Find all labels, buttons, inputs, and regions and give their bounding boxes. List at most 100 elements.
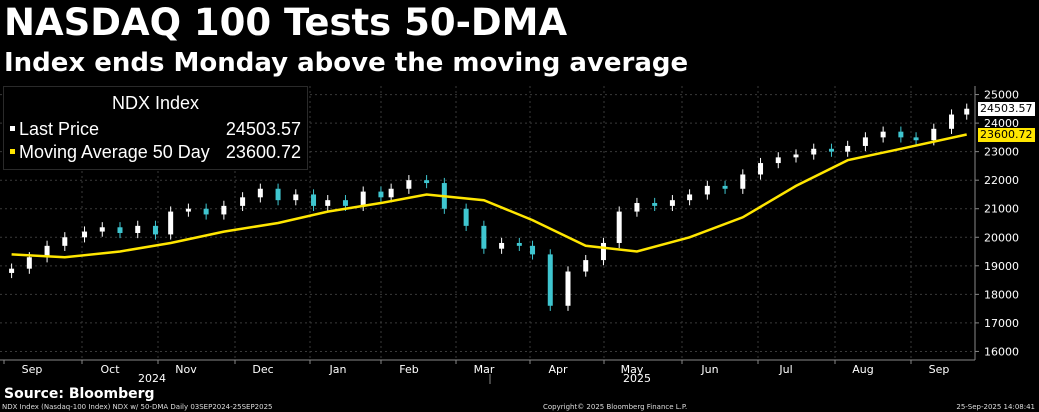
price-candle	[793, 154, 799, 158]
x-tick-label: Sep	[22, 363, 43, 376]
axis-layer: 16000 17000 18000 19000 20000 21000 22000 23000…	[0, 86, 1019, 385]
price-candle	[845, 145, 851, 152]
x-tick-label: Aug	[852, 363, 873, 376]
x-tick-label: Oct	[100, 363, 120, 376]
price-candle	[775, 157, 781, 164]
y-tick-label: 17000	[984, 317, 1019, 330]
price-candle	[600, 242, 606, 261]
year-label: 2024	[138, 372, 166, 385]
x-tick-label: Mar	[474, 363, 495, 376]
price-candle	[811, 148, 817, 155]
price-candle	[360, 191, 366, 206]
price-candle	[669, 200, 675, 206]
y-tick-label: 24000	[984, 117, 1019, 130]
year-label: 2025	[623, 372, 651, 385]
price-candle	[311, 194, 317, 206]
moving-average-tag: 23600.72	[978, 127, 1035, 142]
price-candle	[257, 188, 263, 198]
price-candle	[9, 268, 15, 273]
moving-average-layer	[11, 133, 967, 259]
y-tick-label: 22000	[984, 174, 1019, 187]
x-tick-label: Nov	[175, 363, 197, 376]
price-candle	[913, 137, 919, 141]
price-candle	[499, 242, 505, 249]
legend-value-last-price: 24503.57	[225, 119, 301, 139]
price-candle	[828, 148, 834, 152]
legend-title: NDX Index	[111, 93, 200, 113]
price-candle	[565, 271, 571, 306]
price-candle	[342, 200, 348, 206]
price-candle	[152, 225, 158, 235]
price-candle	[26, 257, 32, 269]
last-price-tag: 24503.57	[978, 101, 1035, 116]
price-candle	[44, 245, 50, 258]
price-candle	[931, 128, 937, 141]
legend-swatch-ma	[10, 149, 15, 155]
price-candle	[117, 227, 123, 233]
legend-item-last-price: Last Price 24503.57	[10, 119, 301, 141]
price-candle	[583, 260, 589, 272]
grid-layer	[0, 86, 975, 360]
price-candle	[516, 242, 522, 246]
price-candle	[168, 211, 174, 235]
price-candle	[652, 203, 658, 206]
price-candle	[949, 114, 955, 129]
price-candle	[185, 208, 191, 212]
legend-swatch-last-price	[10, 126, 15, 132]
x-tick-label: Jul	[778, 363, 792, 376]
moving-average-line	[11, 133, 967, 259]
footer-timestamp: 25-Sep-2025 14:08:41	[956, 403, 1035, 411]
x-tick-label: Feb	[399, 363, 418, 376]
y-tick-label: 23000	[984, 146, 1019, 159]
price-candle	[82, 231, 88, 238]
price-candle	[99, 227, 105, 232]
candles-layer	[9, 103, 970, 311]
y-tick-label: 21000	[984, 203, 1019, 216]
price-candle	[616, 211, 622, 243]
price-candle	[687, 194, 693, 201]
price-candle	[634, 203, 640, 212]
legend-item-ma: Moving Average 50 Day 23600.72	[10, 142, 301, 164]
price-candle	[240, 197, 246, 206]
x-tick-label: Apr	[548, 363, 568, 376]
price-candle	[898, 131, 904, 138]
y-tick-label: 20000	[984, 231, 1019, 244]
footer-copyright: Copyright© 2025 Bloomberg Finance L.P.	[543, 403, 688, 411]
price-candle	[424, 180, 430, 184]
price-candle	[547, 254, 553, 306]
legend-box: NDX Index Last Price 24503.57 Moving Ave…	[3, 86, 308, 170]
price-candle	[740, 174, 746, 189]
price-candle	[135, 225, 141, 233]
price-candle	[325, 200, 331, 206]
price-candle	[293, 194, 299, 201]
x-tick-label: Dec	[252, 363, 273, 376]
legend-label-ma: Moving Average 50 Day	[19, 142, 210, 162]
legend-label-last-price: Last Price	[19, 119, 100, 139]
price-candle	[964, 108, 970, 115]
price-candle	[378, 191, 384, 198]
x-tick-label: Jun	[700, 363, 718, 376]
y-tick-label: 16000	[984, 345, 1019, 358]
price-candle	[62, 237, 68, 246]
y-tick-label: 19000	[984, 260, 1019, 273]
legend-value-ma: 23600.72	[225, 142, 301, 162]
price-candle	[704, 185, 710, 195]
chart-title: NASDAQ 100 Tests 50-DMA	[4, 1, 568, 44]
y-tick-label: 18000	[984, 288, 1019, 301]
price-candle	[463, 208, 469, 226]
price-candle	[406, 180, 412, 189]
price-candle	[481, 225, 487, 249]
price-candle	[862, 137, 868, 146]
footer-description: NDX Index (Nasdaq-100 Index) NDX w/ 50-D…	[2, 403, 273, 411]
price-candle	[221, 205, 227, 215]
price-candle	[722, 185, 728, 189]
y-tick-label: 25000	[984, 89, 1019, 102]
x-tick-label: Sep	[929, 363, 950, 376]
price-candle	[530, 245, 536, 255]
price-candle	[203, 208, 209, 215]
price-candle	[275, 188, 281, 201]
chart-subtitle: Index ends Monday above the moving avera…	[4, 48, 689, 78]
x-tick-label: May	[621, 363, 644, 376]
price-candle	[758, 163, 764, 175]
